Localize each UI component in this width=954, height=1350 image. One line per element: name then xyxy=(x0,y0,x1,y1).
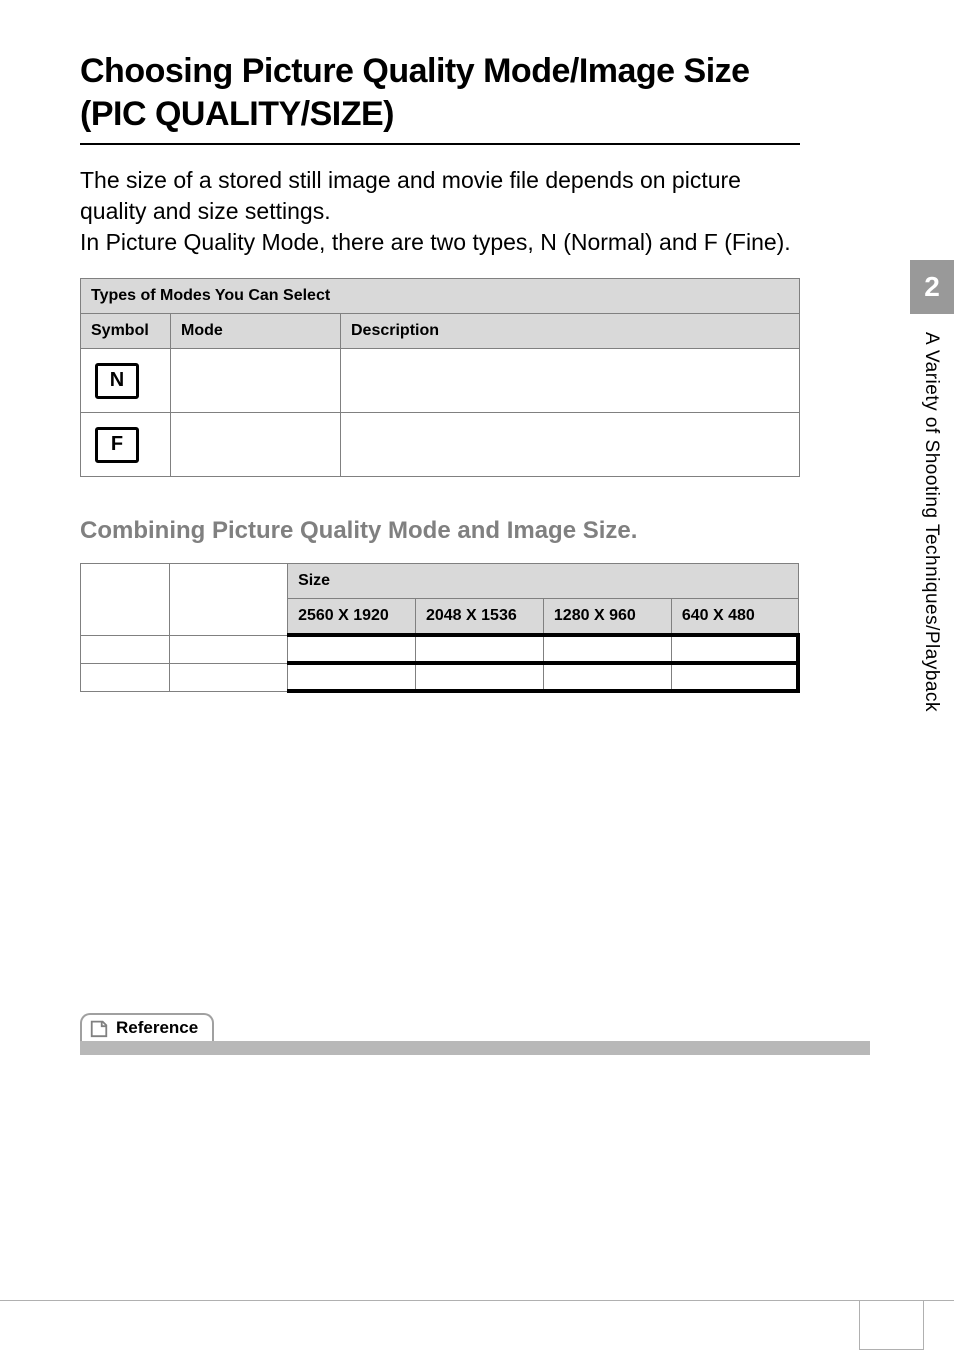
empty-cell xyxy=(169,564,288,636)
size-col-2: 1280 X 960 xyxy=(543,599,671,636)
col-header-mode: Mode xyxy=(171,314,341,349)
title-underline xyxy=(80,143,800,145)
col-header-symbol: Symbol xyxy=(81,314,171,349)
mode-cell xyxy=(171,413,341,477)
intro-paragraph: The size of a stored still image and mov… xyxy=(80,165,800,258)
n-mode-icon: N xyxy=(95,363,139,399)
reference-label: Reference xyxy=(116,1018,198,1038)
table-row: F xyxy=(81,413,800,477)
table-row xyxy=(81,663,799,691)
page-title: Choosing Picture Quality Mode/Image Size… xyxy=(80,50,800,135)
symbol-cell: F xyxy=(81,413,171,477)
description-cell xyxy=(341,413,800,477)
reference-bar xyxy=(80,1041,870,1055)
chapter-number: 2 xyxy=(910,260,954,314)
table-row xyxy=(81,635,799,663)
size-col-1: 2048 X 1536 xyxy=(415,599,543,636)
document-icon xyxy=(88,1018,110,1038)
mode-cell xyxy=(171,349,341,413)
table-row: N xyxy=(81,349,800,413)
size-header: Size xyxy=(288,564,798,599)
f-mode-icon: F xyxy=(95,427,139,463)
modes-table-title: Types of Modes You Can Select xyxy=(81,279,800,314)
chapter-side-tab: 2 A Variety of Shooting Techniques/Playb… xyxy=(910,260,954,712)
size-col-0: 2560 X 1920 xyxy=(288,599,416,636)
page-footer xyxy=(0,1300,954,1301)
section-heading: Combining Picture Quality Mode and Image… xyxy=(80,517,800,545)
chapter-title: A Variety of Shooting Techniques/Playbac… xyxy=(910,314,942,712)
symbol-cell: N xyxy=(81,349,171,413)
description-cell xyxy=(341,349,800,413)
page-number-box xyxy=(859,1300,924,1350)
col-header-description: Description xyxy=(341,314,800,349)
size-combination-table: Size 2560 X 1920 2048 X 1536 1280 X 960 … xyxy=(80,563,800,693)
size-col-3: 640 X 480 xyxy=(671,599,798,636)
reference-section: Reference xyxy=(80,1013,870,1055)
empty-cell xyxy=(81,564,170,636)
modes-table: Types of Modes You Can Select Symbol Mod… xyxy=(80,278,800,477)
reference-tab: Reference xyxy=(80,1013,214,1041)
